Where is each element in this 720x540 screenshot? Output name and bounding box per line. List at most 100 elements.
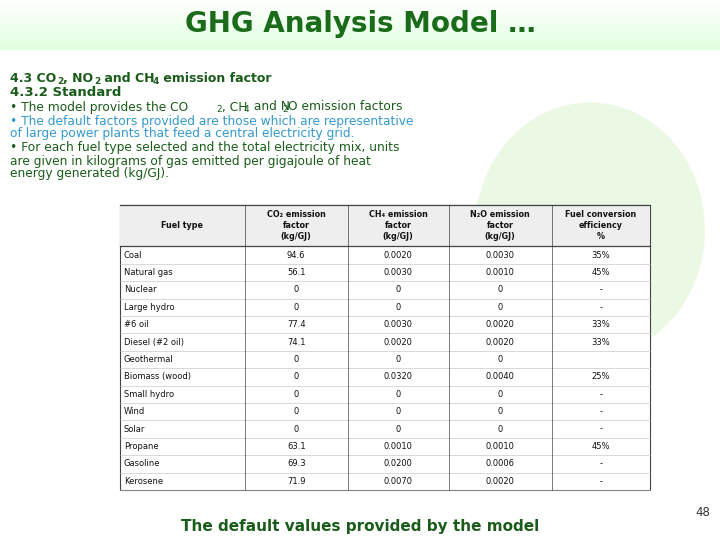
- Text: 0.0020: 0.0020: [486, 320, 515, 329]
- Text: 0: 0: [498, 355, 503, 364]
- Bar: [0, 27, 720, 28]
- Bar: [0, 8, 720, 9]
- Text: 0: 0: [294, 390, 299, 399]
- Text: 25%: 25%: [592, 373, 611, 381]
- Bar: [0, 31, 720, 32]
- Text: 0: 0: [395, 424, 401, 434]
- Bar: [0, 33, 720, 34]
- Text: O emission factors: O emission factors: [288, 100, 402, 113]
- Text: 0: 0: [294, 373, 299, 381]
- Text: 48: 48: [695, 505, 710, 518]
- Text: GHG Analysis Model …: GHG Analysis Model …: [184, 10, 536, 38]
- Text: • The model provides the CO: • The model provides the CO: [10, 100, 188, 113]
- Bar: [0, 28, 720, 29]
- Bar: [0, 4, 720, 5]
- Bar: [0, 23, 720, 24]
- Bar: [0, 5, 720, 6]
- Text: 0: 0: [498, 285, 503, 294]
- Text: 0: 0: [395, 355, 401, 364]
- Text: Fuel type: Fuel type: [161, 221, 203, 230]
- Bar: [0, 39, 720, 40]
- Text: 45%: 45%: [592, 268, 611, 277]
- FancyBboxPatch shape: [120, 205, 650, 246]
- Text: 0.0030: 0.0030: [384, 268, 413, 277]
- Bar: [0, 2, 720, 3]
- Text: 0.0320: 0.0320: [384, 373, 413, 381]
- Text: Kerosene: Kerosene: [124, 477, 163, 486]
- Text: Nuclear: Nuclear: [124, 285, 157, 294]
- Text: 0.0020: 0.0020: [384, 251, 413, 260]
- Bar: [0, 48, 720, 49]
- Bar: [0, 29, 720, 30]
- Text: are given in kilograms of gas emitted per gigajoule of heat: are given in kilograms of gas emitted pe…: [10, 154, 371, 167]
- Text: 0: 0: [395, 390, 401, 399]
- Bar: [0, 45, 720, 46]
- Bar: [0, 35, 720, 36]
- Text: 0: 0: [294, 424, 299, 434]
- Bar: [0, 7, 720, 8]
- Text: 0: 0: [498, 407, 503, 416]
- Text: 2: 2: [216, 105, 222, 114]
- Text: 0: 0: [498, 390, 503, 399]
- Text: Fuel conversion
efficiency
%: Fuel conversion efficiency %: [565, 210, 636, 241]
- Text: 2: 2: [57, 77, 63, 85]
- Text: N₂O emission
factor
(kg/GJ): N₂O emission factor (kg/GJ): [470, 210, 530, 241]
- Text: 0.0020: 0.0020: [384, 338, 413, 347]
- Text: The default values provided by the model: The default values provided by the model: [181, 518, 539, 534]
- Text: 0.0070: 0.0070: [384, 477, 413, 486]
- Text: and N: and N: [250, 100, 290, 113]
- Bar: [0, 34, 720, 35]
- Bar: [0, 18, 720, 19]
- Bar: [0, 36, 720, 37]
- Text: 56.1: 56.1: [287, 268, 305, 277]
- Text: -: -: [600, 477, 603, 486]
- Text: -: -: [600, 285, 603, 294]
- Text: 71.9: 71.9: [287, 477, 305, 486]
- Text: -: -: [600, 303, 603, 312]
- Bar: [0, 10, 720, 11]
- Text: 0: 0: [498, 424, 503, 434]
- Text: Solar: Solar: [124, 424, 145, 434]
- Text: 77.4: 77.4: [287, 320, 305, 329]
- Bar: [0, 22, 720, 23]
- Bar: [0, 40, 720, 41]
- Text: 74.1: 74.1: [287, 338, 305, 347]
- Text: 0.0020: 0.0020: [486, 338, 515, 347]
- Text: -: -: [600, 460, 603, 468]
- Text: CO₂ emission
factor
(kg/GJ): CO₂ emission factor (kg/GJ): [267, 210, 325, 241]
- Text: 0: 0: [395, 407, 401, 416]
- Text: 63.1: 63.1: [287, 442, 305, 451]
- Text: -: -: [600, 390, 603, 399]
- Bar: [0, 25, 720, 26]
- Text: 4: 4: [244, 105, 250, 114]
- Text: -: -: [600, 407, 603, 416]
- Text: emission factor: emission factor: [159, 71, 271, 84]
- Text: • The default factors provided are those which are representative: • The default factors provided are those…: [10, 114, 413, 127]
- Text: -: -: [600, 424, 603, 434]
- Text: Coal: Coal: [124, 251, 143, 260]
- Text: energy generated (kg/GJ).: energy generated (kg/GJ).: [10, 167, 169, 180]
- Text: 0.0030: 0.0030: [384, 320, 413, 329]
- Text: , NO: , NO: [63, 71, 93, 84]
- Bar: [0, 1, 720, 2]
- Bar: [0, 24, 720, 25]
- Text: 4: 4: [153, 77, 159, 85]
- Bar: [0, 9, 720, 10]
- Text: 0: 0: [395, 285, 401, 294]
- Text: 33%: 33%: [592, 320, 611, 329]
- Text: 0: 0: [294, 407, 299, 416]
- Bar: [0, 47, 720, 48]
- Bar: [0, 46, 720, 47]
- Bar: [0, 14, 720, 15]
- Text: 0: 0: [498, 303, 503, 312]
- Bar: [0, 21, 720, 22]
- FancyBboxPatch shape: [120, 205, 650, 490]
- Text: 0: 0: [395, 303, 401, 312]
- Text: 0: 0: [294, 303, 299, 312]
- Bar: [0, 3, 720, 4]
- Text: Large hydro: Large hydro: [124, 303, 175, 312]
- Bar: [0, 26, 720, 27]
- Bar: [0, 16, 720, 17]
- Bar: [0, 20, 720, 21]
- Bar: [0, 42, 720, 43]
